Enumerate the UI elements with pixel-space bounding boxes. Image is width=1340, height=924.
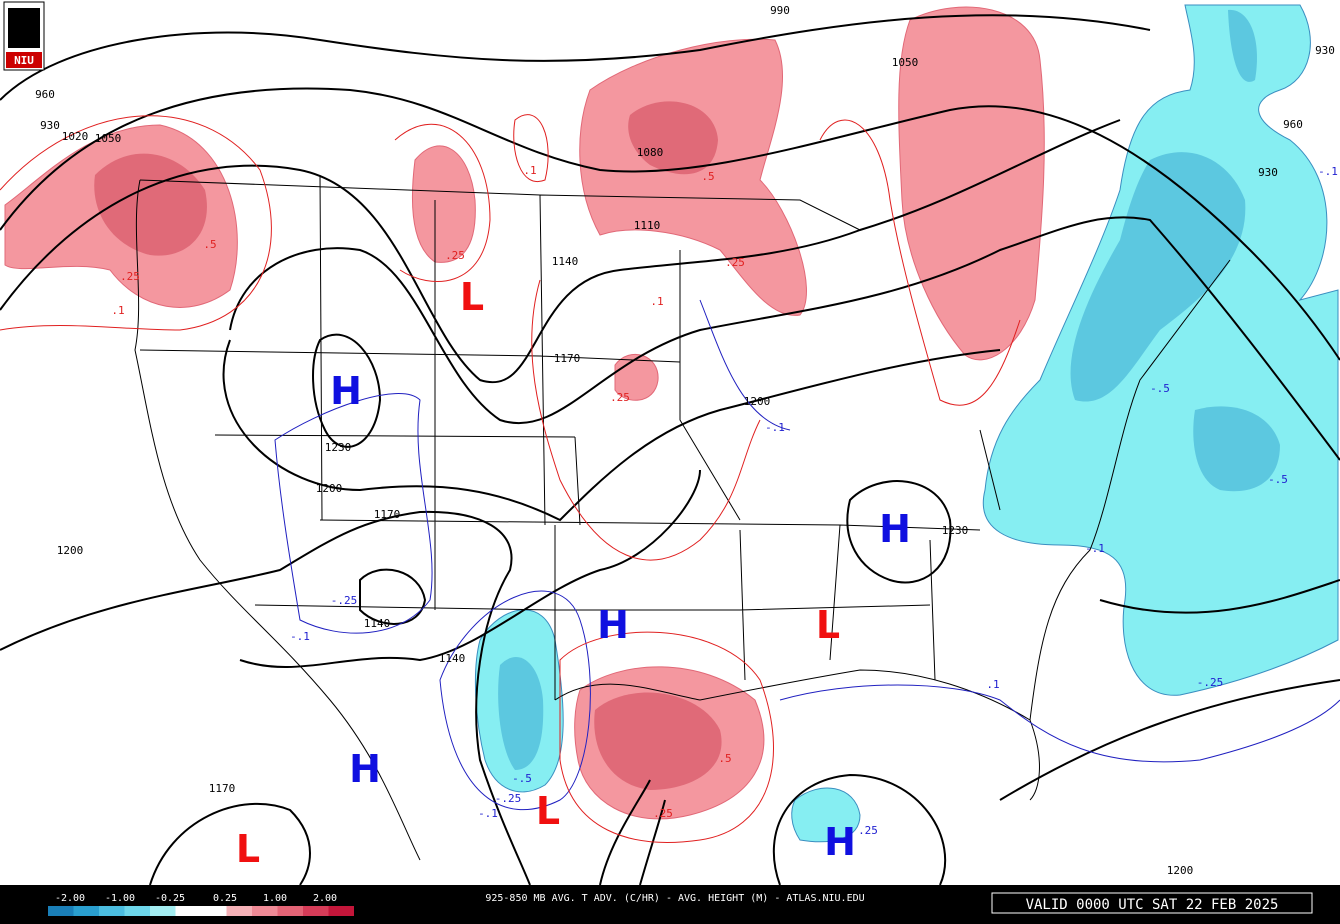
height-label: 1140 <box>364 617 391 630</box>
height-label: 1200 <box>57 544 84 557</box>
advection-label: -.1 <box>765 421 785 434</box>
height-label: 1050 <box>892 56 919 69</box>
blue-lines <box>274 299 1340 810</box>
height-label: 1170 <box>209 782 236 795</box>
valid-box <box>991 892 1313 914</box>
advection-label: -.25 <box>331 594 358 607</box>
height-label: 1110 <box>634 219 661 232</box>
pressure-center: L <box>816 603 840 647</box>
colorbar-label: 2.00 <box>313 893 337 904</box>
cold-advection-core <box>498 9 1280 770</box>
colorbar-label: -0.25 <box>155 893 185 904</box>
height-label: 960 <box>35 88 55 101</box>
pressure-center: L <box>460 275 484 319</box>
pressure-center: H <box>879 507 911 551</box>
logo: NIU <box>3 1 45 71</box>
height-label: 1020 <box>62 130 89 143</box>
valid-time: VALID 0000 UTC SAT 22 FEB 2025 <box>1026 897 1279 913</box>
height-label: 930 <box>1258 166 1278 179</box>
colorbar-swatch <box>277 906 303 916</box>
footer-title: 925-850 MB AVG. T ADV. (C/HR) - AVG. HEI… <box>485 893 864 904</box>
colorbar-swatch <box>73 906 99 916</box>
advection-label: -.1 <box>290 630 310 643</box>
advection-label: .25 <box>610 391 630 404</box>
colorbar-swatch <box>303 906 329 916</box>
colorbar-label: -2.00 <box>55 893 85 904</box>
pressure-center: H <box>597 603 629 647</box>
height-label: 990 <box>770 4 790 17</box>
advection-label: -.5 <box>512 772 532 785</box>
height-label: 1170 <box>374 508 401 521</box>
advection-label: .1 <box>986 678 999 691</box>
advection-label: -.1 <box>1085 542 1105 555</box>
advection-label: .25 <box>653 807 673 820</box>
colorbar-label: 1.00 <box>263 893 287 904</box>
advection-label: .25 <box>858 824 878 837</box>
pressure-center: L <box>536 789 560 833</box>
advection-label: .1 <box>111 304 124 317</box>
height-label: 1200 <box>316 482 343 495</box>
colorbar: -2.00 -1.00 -0.25 0.25 1.00 2.00 <box>48 893 354 916</box>
colorbar-swatch <box>48 906 74 916</box>
logo-text: NIU <box>14 54 34 67</box>
advection-label: .5 <box>718 752 731 765</box>
red-lines <box>0 114 1021 843</box>
height-label: 1230 <box>325 441 352 454</box>
height-label: 1170 <box>554 352 581 365</box>
height-label: 1050 <box>95 132 122 145</box>
advection-label: .25 <box>445 249 465 262</box>
height-label: 930 <box>1315 44 1335 57</box>
colorbar-label: 0.25 <box>213 893 237 904</box>
height-label: 1140 <box>439 652 466 665</box>
advection-label: -.25 <box>1197 676 1224 689</box>
advection-label: -.5 <box>1268 473 1288 486</box>
advection-label: .1 <box>523 164 536 177</box>
advection-label: .25 <box>120 270 140 283</box>
advection-label: .5 <box>701 170 714 183</box>
height-label: 960 <box>1283 118 1303 131</box>
pressure-center: H <box>330 369 362 413</box>
colorbar-swatch <box>150 906 176 916</box>
height-label: 1140 <box>552 255 579 268</box>
advection-label: -.1 <box>478 807 498 820</box>
height-label: 1200 <box>1167 864 1194 877</box>
pressure-center: H <box>349 747 381 791</box>
height-label: 1200 <box>744 395 771 408</box>
height-contours <box>0 14 1340 886</box>
pressure-center: H <box>824 820 856 864</box>
colorbar-swatch <box>226 906 252 916</box>
footer: -2.00 -1.00 -0.25 0.25 1.00 2.00 925-850 MB A… <box>0 885 1340 920</box>
colorbar-swatch <box>252 906 278 916</box>
pressure-center: L <box>236 827 260 871</box>
height-label: 1080 <box>637 146 664 159</box>
height-label: 930 <box>40 119 60 132</box>
advection-label: -.25 <box>495 792 522 805</box>
advection-label: -.1 <box>1318 165 1338 178</box>
height-label: 1230 <box>942 524 969 537</box>
colorbar-label: -1.00 <box>105 893 135 904</box>
warm-advection-core <box>94 101 722 790</box>
state-borders <box>134 174 1231 861</box>
colorbar-swatch <box>99 906 125 916</box>
advection-label: .1 <box>650 295 663 308</box>
colorbar-swatch <box>175 906 201 916</box>
advection-label: .5 <box>203 238 216 251</box>
colorbar-swatch <box>328 906 354 916</box>
advection-label: .25 <box>725 256 745 269</box>
colorbar-swatch <box>201 906 227 916</box>
colorbar-swatch <box>124 906 150 916</box>
advection-label: -.5 <box>1150 382 1170 395</box>
